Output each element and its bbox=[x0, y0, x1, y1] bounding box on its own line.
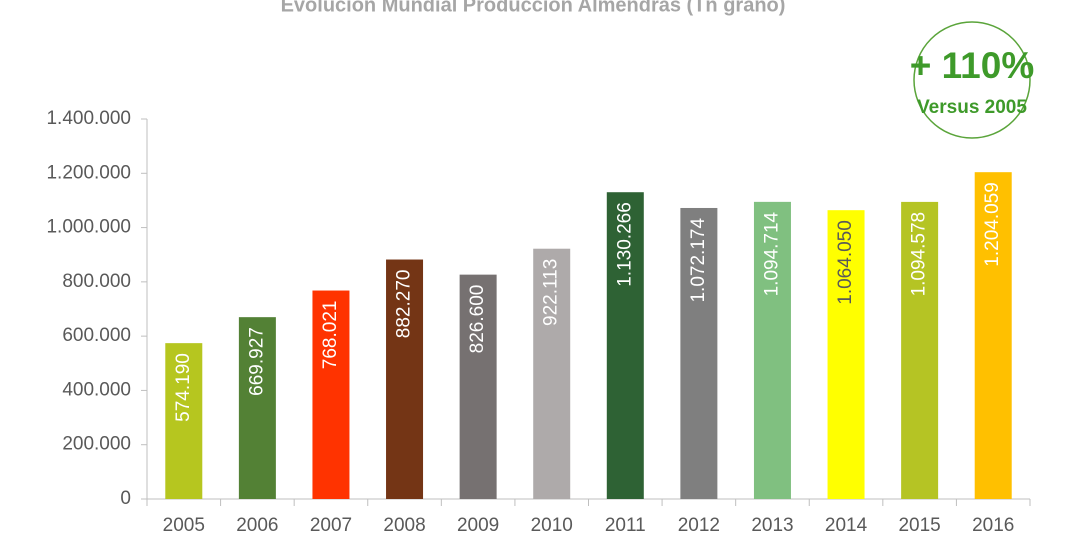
x-tick-label: 2010 bbox=[531, 515, 573, 536]
value-label: 1.072.174 bbox=[688, 218, 709, 303]
y-tick-label: 1.000.000 bbox=[46, 217, 131, 238]
bar bbox=[753, 201, 791, 499]
x-tick-label: 2014 bbox=[825, 515, 868, 536]
bar bbox=[165, 343, 203, 499]
bar bbox=[312, 290, 350, 499]
y-tick-label: 800.000 bbox=[62, 271, 131, 292]
x-tick-label: 2012 bbox=[678, 515, 720, 536]
y-tick-label: 200.000 bbox=[62, 434, 131, 455]
x-tick-label: 2006 bbox=[236, 515, 278, 536]
value-label: 1.064.050 bbox=[835, 220, 856, 305]
annotation-circle bbox=[913, 21, 1031, 139]
value-label: 1.094.578 bbox=[909, 212, 930, 297]
y-tick-label: 0 bbox=[120, 488, 131, 509]
value-label: 882.270 bbox=[394, 270, 415, 339]
y-tick-label: 1.400.000 bbox=[46, 108, 131, 129]
x-tick-label: 2009 bbox=[457, 515, 499, 536]
annotation-main: + 110% bbox=[910, 45, 1034, 86]
value-label: 768.021 bbox=[320, 301, 341, 370]
value-label: 669.927 bbox=[246, 327, 267, 396]
x-tick-label: 2008 bbox=[383, 515, 425, 536]
y-tick-label: 400.000 bbox=[62, 379, 131, 400]
bar bbox=[680, 207, 718, 500]
x-tick-label: 2005 bbox=[163, 515, 205, 536]
value-label: 1.204.059 bbox=[982, 182, 1003, 267]
bar bbox=[974, 172, 1012, 499]
y-tick-label: 1.200.000 bbox=[46, 162, 131, 183]
x-tick-label: 2011 bbox=[605, 515, 646, 536]
bar bbox=[386, 259, 424, 499]
bar bbox=[459, 274, 497, 499]
annotation-sub: Versus 2005 bbox=[917, 97, 1027, 118]
bar bbox=[238, 317, 276, 499]
bar bbox=[901, 201, 939, 499]
value-label: 826.600 bbox=[467, 285, 488, 354]
x-tick-label: 2013 bbox=[751, 515, 793, 536]
bar bbox=[533, 248, 571, 499]
x-tick-label: 2015 bbox=[898, 515, 940, 536]
x-tick-label: 2007 bbox=[310, 515, 352, 536]
x-tick-label: 2016 bbox=[972, 515, 1014, 536]
y-tick-label: 600.000 bbox=[62, 325, 131, 346]
chart-title: Evolución Mundial Producción Almendras (… bbox=[281, 0, 786, 16]
value-label: 1.130.266 bbox=[614, 202, 635, 287]
bar bbox=[606, 192, 644, 500]
value-label: 574.190 bbox=[173, 353, 194, 422]
value-label: 1.094.714 bbox=[761, 211, 782, 296]
bar bbox=[827, 210, 865, 499]
value-label: 922.113 bbox=[541, 259, 562, 326]
